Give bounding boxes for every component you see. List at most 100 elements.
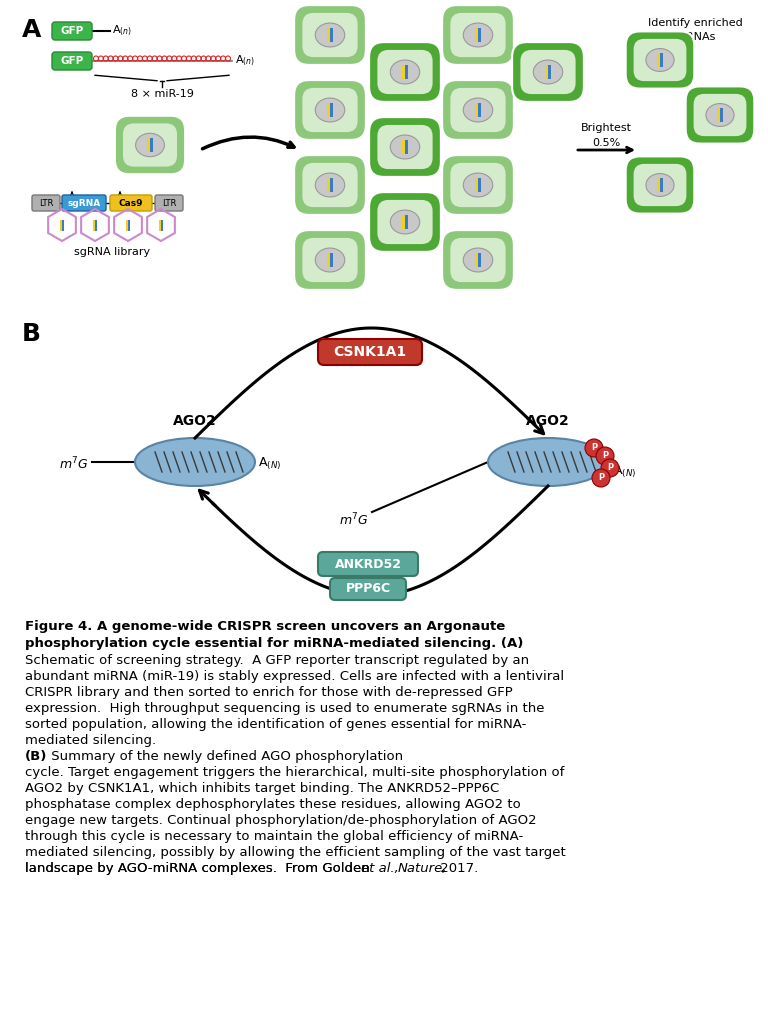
Ellipse shape	[463, 23, 493, 47]
Bar	[93, 220, 95, 231]
Bar	[161, 220, 163, 231]
Ellipse shape	[136, 133, 164, 157]
FancyBboxPatch shape	[294, 5, 366, 65]
Text: phosphatase complex dephosphorylates these residues, allowing AGO2 to: phosphatase complex dephosphorylates the…	[25, 798, 521, 811]
Bar	[478, 252, 481, 268]
Bar	[330, 252, 333, 268]
Bar	[717, 108, 720, 122]
Bar	[402, 65, 406, 79]
Bar	[327, 103, 330, 117]
Text: LTR: LTR	[39, 198, 53, 207]
FancyBboxPatch shape	[521, 50, 575, 94]
Text: 0.5%: 0.5%	[592, 139, 620, 148]
Ellipse shape	[646, 173, 674, 196]
Bar	[95, 220, 97, 231]
Bar	[548, 65, 551, 79]
FancyBboxPatch shape	[450, 238, 505, 282]
Text: AGO2: AGO2	[173, 415, 217, 428]
Ellipse shape	[390, 61, 420, 84]
Ellipse shape	[533, 61, 563, 84]
FancyBboxPatch shape	[52, 52, 92, 70]
FancyBboxPatch shape	[626, 32, 694, 88]
Bar	[478, 177, 481, 192]
Text: P: P	[591, 443, 597, 452]
FancyBboxPatch shape	[369, 192, 441, 252]
Bar	[660, 53, 663, 67]
Circle shape	[601, 459, 619, 477]
Bar	[657, 53, 660, 67]
Text: A$_{(N)}$: A$_{(N)}$	[613, 464, 637, 480]
FancyBboxPatch shape	[626, 156, 694, 213]
FancyBboxPatch shape	[294, 230, 366, 290]
Bar	[128, 220, 130, 231]
Text: LTR: LTR	[162, 198, 176, 207]
FancyBboxPatch shape	[450, 13, 505, 57]
Bar	[159, 220, 161, 231]
Text: m$^7$G: m$^7$G	[339, 512, 368, 528]
FancyBboxPatch shape	[442, 5, 514, 65]
Text: mediated silencing.: mediated silencing.	[25, 734, 161, 747]
FancyBboxPatch shape	[52, 22, 92, 40]
Ellipse shape	[316, 23, 345, 47]
Bar	[657, 177, 660, 192]
Text: cycle. Target engagement triggers the hierarchical, multi-site phosphorylation o: cycle. Target engagement triggers the hi…	[25, 766, 564, 779]
Text: landscape by AGO-miRNA complexes.  From Golden: landscape by AGO-miRNA complexes. From G…	[25, 862, 374, 875]
Bar	[545, 65, 548, 79]
Bar	[62, 220, 64, 231]
Ellipse shape	[463, 98, 493, 122]
Bar	[402, 214, 406, 230]
FancyBboxPatch shape	[110, 195, 152, 211]
Text: Cas9: Cas9	[119, 198, 144, 207]
Text: et al.,: et al.,	[361, 862, 399, 875]
FancyBboxPatch shape	[369, 117, 441, 176]
Bar	[406, 65, 408, 79]
Ellipse shape	[135, 438, 255, 486]
Text: Schematic of screening strategy.  A GFP reporter transcript regulated by an: Schematic of screening strategy. A GFP r…	[25, 654, 529, 667]
Text: GFP: GFP	[61, 56, 84, 66]
Text: expression.  High throughput sequencing is used to enumerate sgRNAs in the: expression. High throughput sequencing i…	[25, 702, 545, 715]
Bar	[478, 103, 481, 117]
FancyBboxPatch shape	[115, 116, 185, 174]
Bar	[330, 177, 333, 192]
FancyBboxPatch shape	[634, 164, 687, 206]
Text: 2017.: 2017.	[436, 862, 478, 875]
Text: Identify enriched: Identify enriched	[647, 18, 743, 28]
Text: sgRNAs: sgRNAs	[674, 32, 717, 42]
FancyBboxPatch shape	[450, 88, 505, 132]
FancyBboxPatch shape	[512, 42, 584, 102]
FancyBboxPatch shape	[32, 195, 60, 211]
Text: abundant miRNA (miR-19) is stably expressed. Cells are infected with a lentivira: abundant miRNA (miR-19) is stably expres…	[25, 670, 564, 683]
Text: Summary of the newly defined AGO phosphorylation: Summary of the newly defined AGO phospho…	[47, 750, 403, 763]
Text: AGO2: AGO2	[526, 415, 570, 428]
FancyBboxPatch shape	[318, 339, 422, 365]
FancyBboxPatch shape	[442, 80, 514, 140]
FancyBboxPatch shape	[303, 88, 358, 132]
Text: Nature,: Nature,	[398, 862, 448, 875]
Text: A$_{(n)}$: A$_{(n)}$	[235, 53, 255, 68]
FancyBboxPatch shape	[694, 94, 746, 136]
Ellipse shape	[390, 210, 420, 234]
FancyBboxPatch shape	[377, 200, 432, 244]
Bar	[406, 140, 408, 154]
Bar	[475, 252, 478, 268]
Text: mediated silencing, possibly by allowing the efficient sampling of the vast targ: mediated silencing, possibly by allowing…	[25, 846, 566, 859]
Bar	[327, 252, 330, 268]
Bar	[126, 220, 128, 231]
Text: engage new targets. Continual phosphorylation/de-phosphorylation of AGO2: engage new targets. Continual phosphoryl…	[25, 814, 537, 827]
FancyBboxPatch shape	[303, 13, 358, 57]
Bar	[60, 220, 62, 231]
Bar	[478, 28, 481, 42]
Circle shape	[585, 439, 603, 457]
Circle shape	[596, 447, 614, 465]
Text: (B): (B)	[25, 750, 48, 763]
Bar	[406, 214, 408, 230]
Ellipse shape	[646, 48, 674, 72]
Bar	[147, 137, 151, 152]
Text: PPP6C: PPP6C	[346, 583, 391, 595]
Ellipse shape	[316, 173, 345, 197]
Bar	[720, 108, 723, 122]
Text: sgRNA: sgRNA	[68, 198, 101, 207]
Bar	[660, 177, 663, 192]
Text: Figure 4. A genome-wide CRISPR screen uncovers an Argonaute: Figure 4. A genome-wide CRISPR screen un…	[25, 620, 505, 633]
Ellipse shape	[706, 104, 734, 126]
